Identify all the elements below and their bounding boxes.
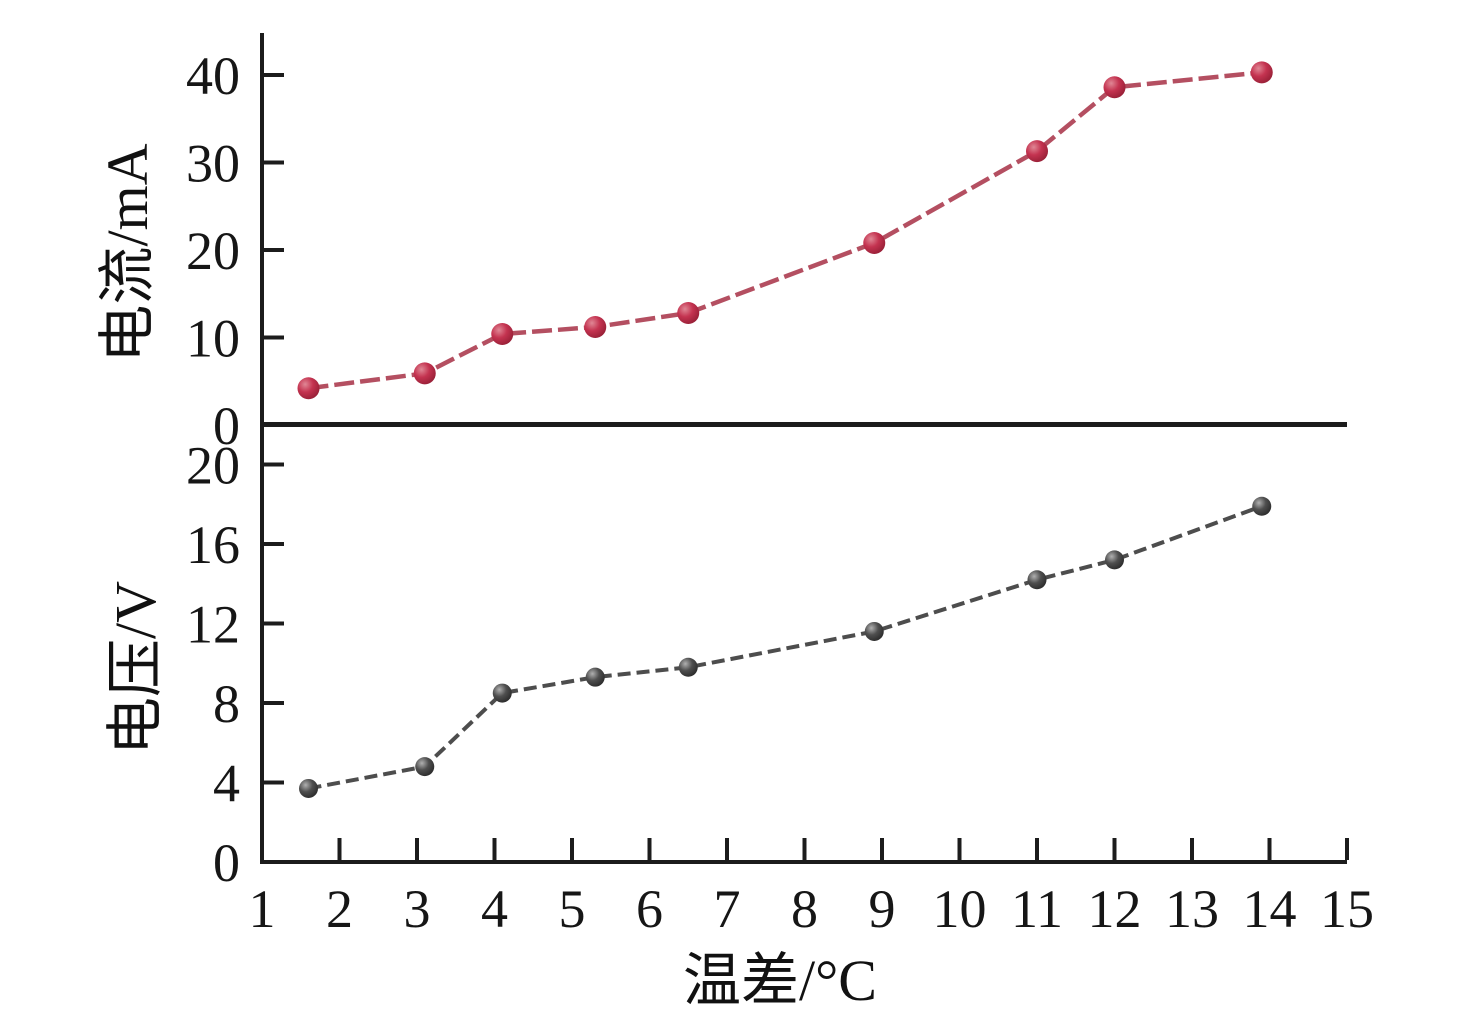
svg-text:10: 10 (186, 309, 240, 369)
svg-text:11: 11 (1011, 879, 1063, 939)
svg-text:12: 12 (186, 595, 240, 655)
svg-text:9: 9 (869, 879, 896, 939)
svg-text:4: 4 (481, 879, 508, 939)
svg-text:5: 5 (559, 879, 586, 939)
svg-text:8: 8 (213, 674, 240, 734)
svg-text:4: 4 (213, 754, 240, 814)
svg-text:8: 8 (791, 879, 818, 939)
svg-text:13: 13 (1165, 879, 1219, 939)
y-axis-title-current: 电流/mA (95, 143, 160, 363)
svg-text:20: 20 (186, 221, 240, 281)
svg-text:30: 30 (186, 134, 240, 194)
svg-text:0: 0 (213, 396, 240, 456)
svg-text:20: 20 (186, 436, 240, 496)
svg-text:40: 40 (186, 46, 240, 106)
svg-text:0: 0 (213, 833, 240, 893)
svg-text:12: 12 (1088, 879, 1142, 939)
svg-text:2: 2 (326, 879, 353, 939)
svg-text:10: 10 (933, 879, 987, 939)
svg-text:3: 3 (404, 879, 431, 939)
svg-text:15: 15 (1320, 879, 1374, 939)
x-axis-title: 温差/°C (683, 948, 877, 1013)
svg-text:1: 1 (249, 879, 276, 939)
svg-text:14: 14 (1243, 879, 1297, 939)
y-axis-title-voltage: 电压/V (103, 580, 168, 756)
svg-text:6: 6 (636, 879, 663, 939)
svg-text:7: 7 (714, 879, 741, 939)
svg-text:16: 16 (186, 515, 240, 575)
